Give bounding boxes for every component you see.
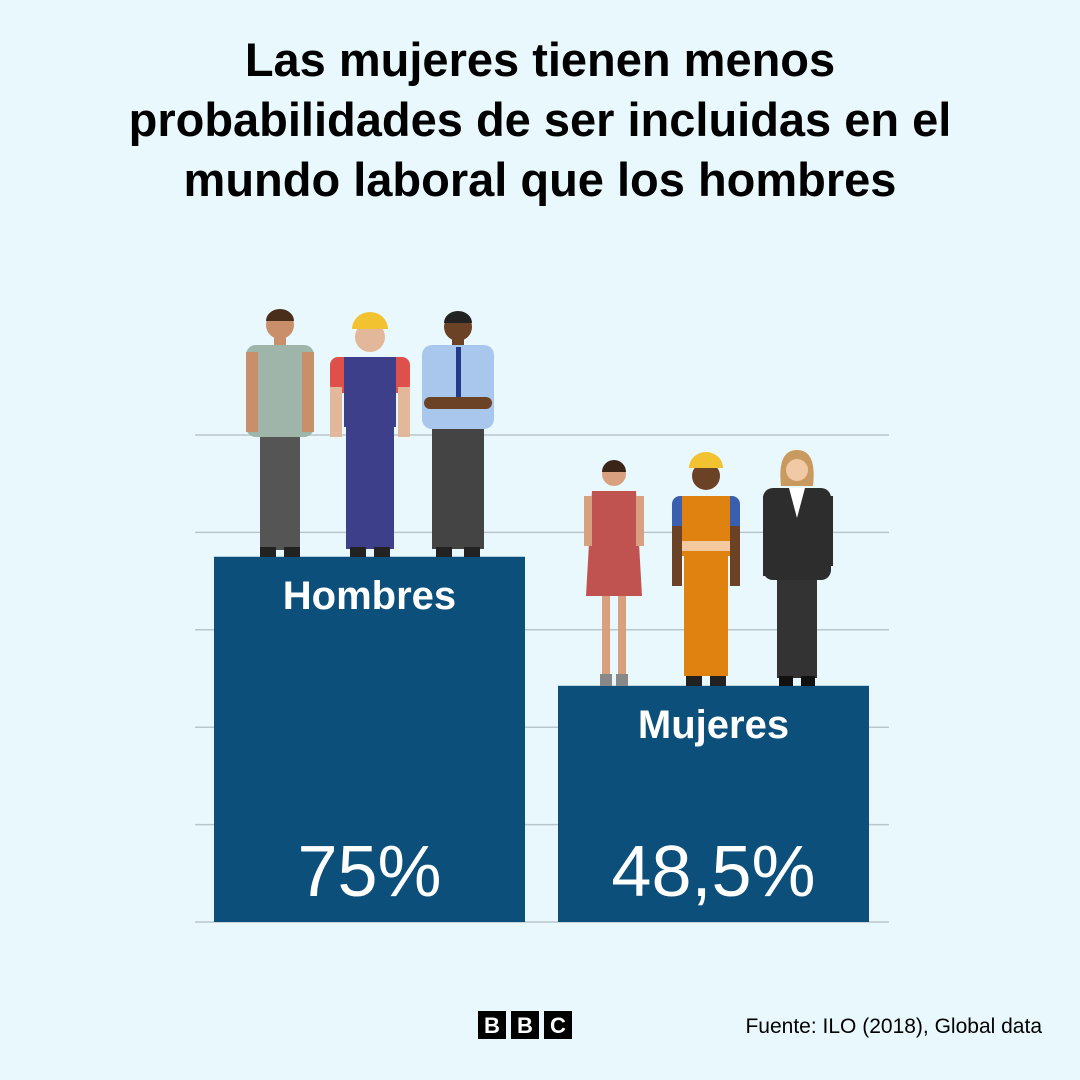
bar bbox=[214, 556, 525, 922]
source: Fuente: ILO (2018), Global data bbox=[745, 1015, 1042, 1038]
figure bbox=[584, 460, 644, 686]
chart-title: Las mujeres tienen menos probabilidades … bbox=[128, 33, 952, 206]
figure bbox=[246, 309, 314, 557]
figure bbox=[672, 452, 740, 686]
logo-letter: C bbox=[550, 1013, 566, 1038]
logo-box bbox=[544, 1011, 572, 1039]
value-label: 75% bbox=[297, 832, 441, 912]
bars: Hombres 75% Mujeres 48,5% bbox=[214, 556, 869, 922]
figure bbox=[330, 312, 410, 557]
logo-box bbox=[511, 1011, 539, 1039]
category-label: Hombres bbox=[283, 574, 456, 618]
logo: B B C bbox=[478, 1011, 572, 1039]
figure bbox=[422, 311, 494, 557]
bar bbox=[558, 685, 869, 922]
value-label: 48,5% bbox=[611, 832, 815, 912]
category-label: Mujeres bbox=[638, 703, 789, 747]
logo-box bbox=[478, 1011, 506, 1039]
logo-letter: B bbox=[484, 1013, 500, 1038]
logo-letter: B bbox=[517, 1013, 533, 1038]
figure bbox=[763, 450, 833, 686]
